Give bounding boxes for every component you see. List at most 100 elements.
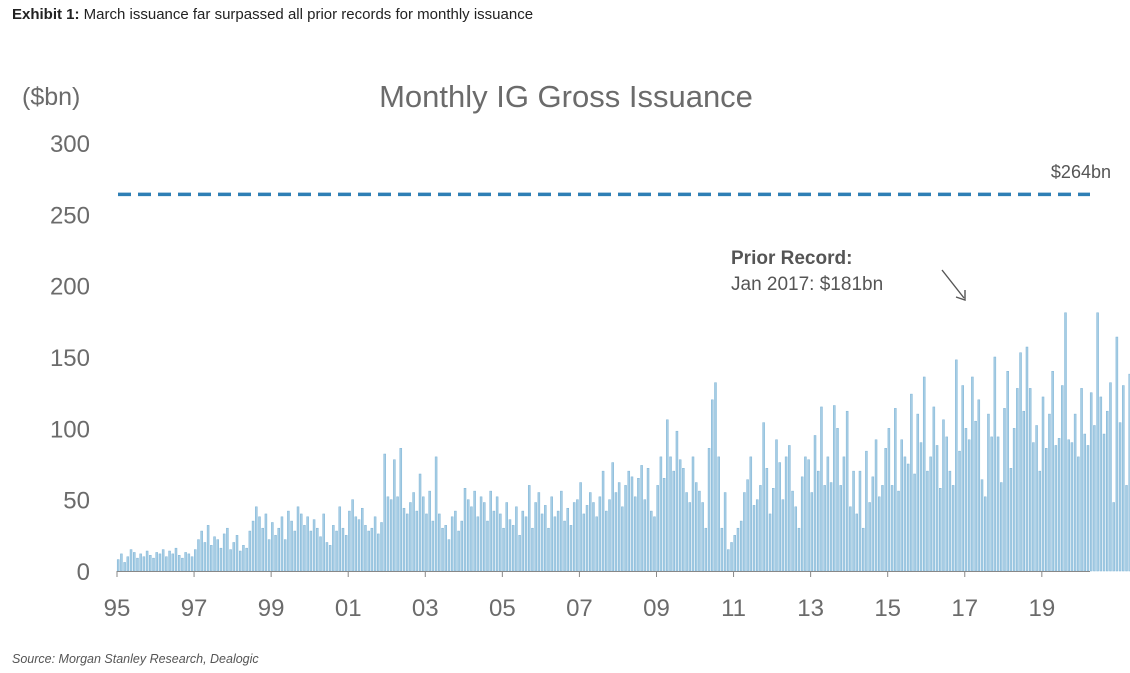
bar [878,496,881,572]
bar [463,488,467,572]
bar [248,530,252,572]
bar [935,445,939,572]
x-tick-label: 03 [412,595,439,622]
bar [1122,385,1125,572]
bar [858,470,862,572]
bar [309,530,313,572]
bar [1064,312,1067,572]
bar [585,505,589,572]
bar [168,550,171,572]
bar [704,527,708,572]
bar [662,478,666,572]
bar [402,507,406,572]
bar [967,439,971,572]
y-tick-label: 150 [50,345,90,372]
bar [836,428,839,572]
bar [306,516,309,572]
bar [1125,485,1128,572]
bar [1096,312,1099,572]
bar [1041,396,1045,572]
bar [1028,388,1032,572]
bar [894,408,897,572]
bar [627,470,631,572]
bar [1032,442,1035,572]
bar [210,545,213,572]
bar [743,492,746,572]
bar [133,552,136,572]
bar [964,428,968,572]
bar [267,539,271,572]
y-tick-label: 300 [50,131,90,158]
bar [1073,413,1077,572]
x-tick-label: 97 [181,595,208,622]
bar [271,522,274,572]
bar [537,492,541,572]
x-tick-label: 07 [566,595,593,622]
bar [556,510,560,572]
bar [605,510,608,572]
bar [328,545,332,572]
bar [1048,413,1051,572]
bar [425,513,428,572]
bar [405,513,409,572]
bar [447,539,451,572]
bar [582,513,586,572]
x-tick-label: 19 [1028,595,1055,622]
bar [171,553,175,572]
bar [906,463,910,572]
bar [454,510,457,572]
bar [149,555,152,572]
bar [190,556,194,572]
bar [736,527,740,572]
bar [373,516,377,572]
bar [563,520,566,572]
bar [389,499,393,572]
bar [659,456,663,572]
bar [759,485,762,572]
bar [534,502,537,572]
x-tick-label: 17 [951,595,978,622]
bar [229,549,232,572]
bar [438,513,441,572]
x-tick-label: 95 [104,595,131,622]
bar [560,490,563,572]
bar [511,525,515,572]
bar [772,488,775,572]
record-label: $264bn [1051,162,1111,182]
bar [412,492,415,572]
bar [283,539,287,572]
bar [213,536,216,572]
bar [955,359,958,572]
bar [1016,388,1019,572]
bar [177,555,181,572]
bar [274,535,277,572]
bar [913,473,916,572]
bar [515,506,518,572]
bar [855,513,859,572]
bar [444,525,447,572]
bar [755,499,759,572]
x-tick-label: 05 [489,595,516,622]
bar [531,527,534,572]
bar [993,356,997,572]
exhibit-text: March issuance far surpassed all prior r… [79,6,534,23]
bar [126,556,130,572]
bar [1109,382,1112,572]
bar [675,430,679,572]
bar [720,527,724,572]
prior-record-arrow [941,269,966,301]
bar [261,527,264,572]
bar [637,478,640,572]
bar [784,456,788,572]
bar [845,410,849,572]
x-tick-label: 09 [643,595,670,622]
bar [152,557,155,572]
bar [296,506,300,572]
bar [1054,445,1058,572]
bar [431,520,435,572]
bar [181,557,184,572]
bar [203,542,207,572]
bar [804,456,807,572]
bar [1083,433,1087,572]
bar [524,516,528,572]
